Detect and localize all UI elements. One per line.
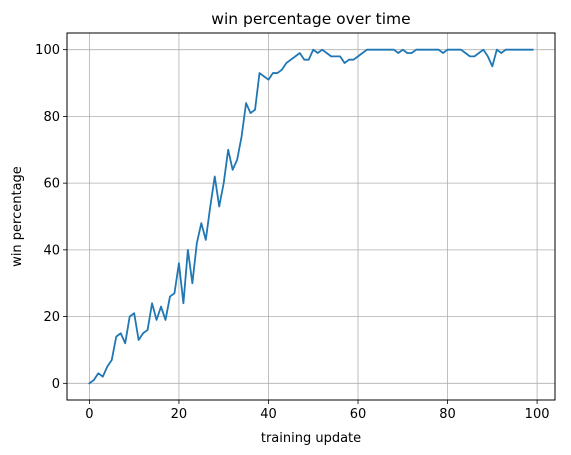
x-tick-label: 40: [260, 407, 277, 422]
y-tick-label: 0: [52, 377, 60, 392]
y-tick-label: 40: [43, 243, 60, 258]
y-axis-label: win percentage: [10, 166, 25, 267]
x-tick-label: 100: [525, 407, 550, 422]
x-tick-label: 80: [439, 407, 456, 422]
series-line-0: [88, 48, 534, 385]
y-tick-label: 20: [43, 310, 60, 325]
y-tick-label: 60: [43, 177, 60, 192]
series-layer: [88, 48, 534, 385]
grid: [67, 33, 555, 400]
y-tick-label: 100: [35, 43, 60, 58]
x-tick-label: 60: [350, 407, 367, 422]
x-axis-label: training update: [261, 431, 361, 446]
y-tick-label: 80: [43, 110, 60, 125]
plot-frame: [66, 32, 556, 401]
chart-title: win percentage over time: [211, 10, 410, 28]
x-axis-ticks: 0 20 40 60 80 100: [85, 400, 550, 422]
y-axis-ticks: 0 20 40 60 80 100: [35, 43, 67, 392]
axes: [66, 32, 556, 401]
x-tick-label: 20: [171, 407, 188, 422]
x-tick-label: 0: [85, 407, 93, 422]
